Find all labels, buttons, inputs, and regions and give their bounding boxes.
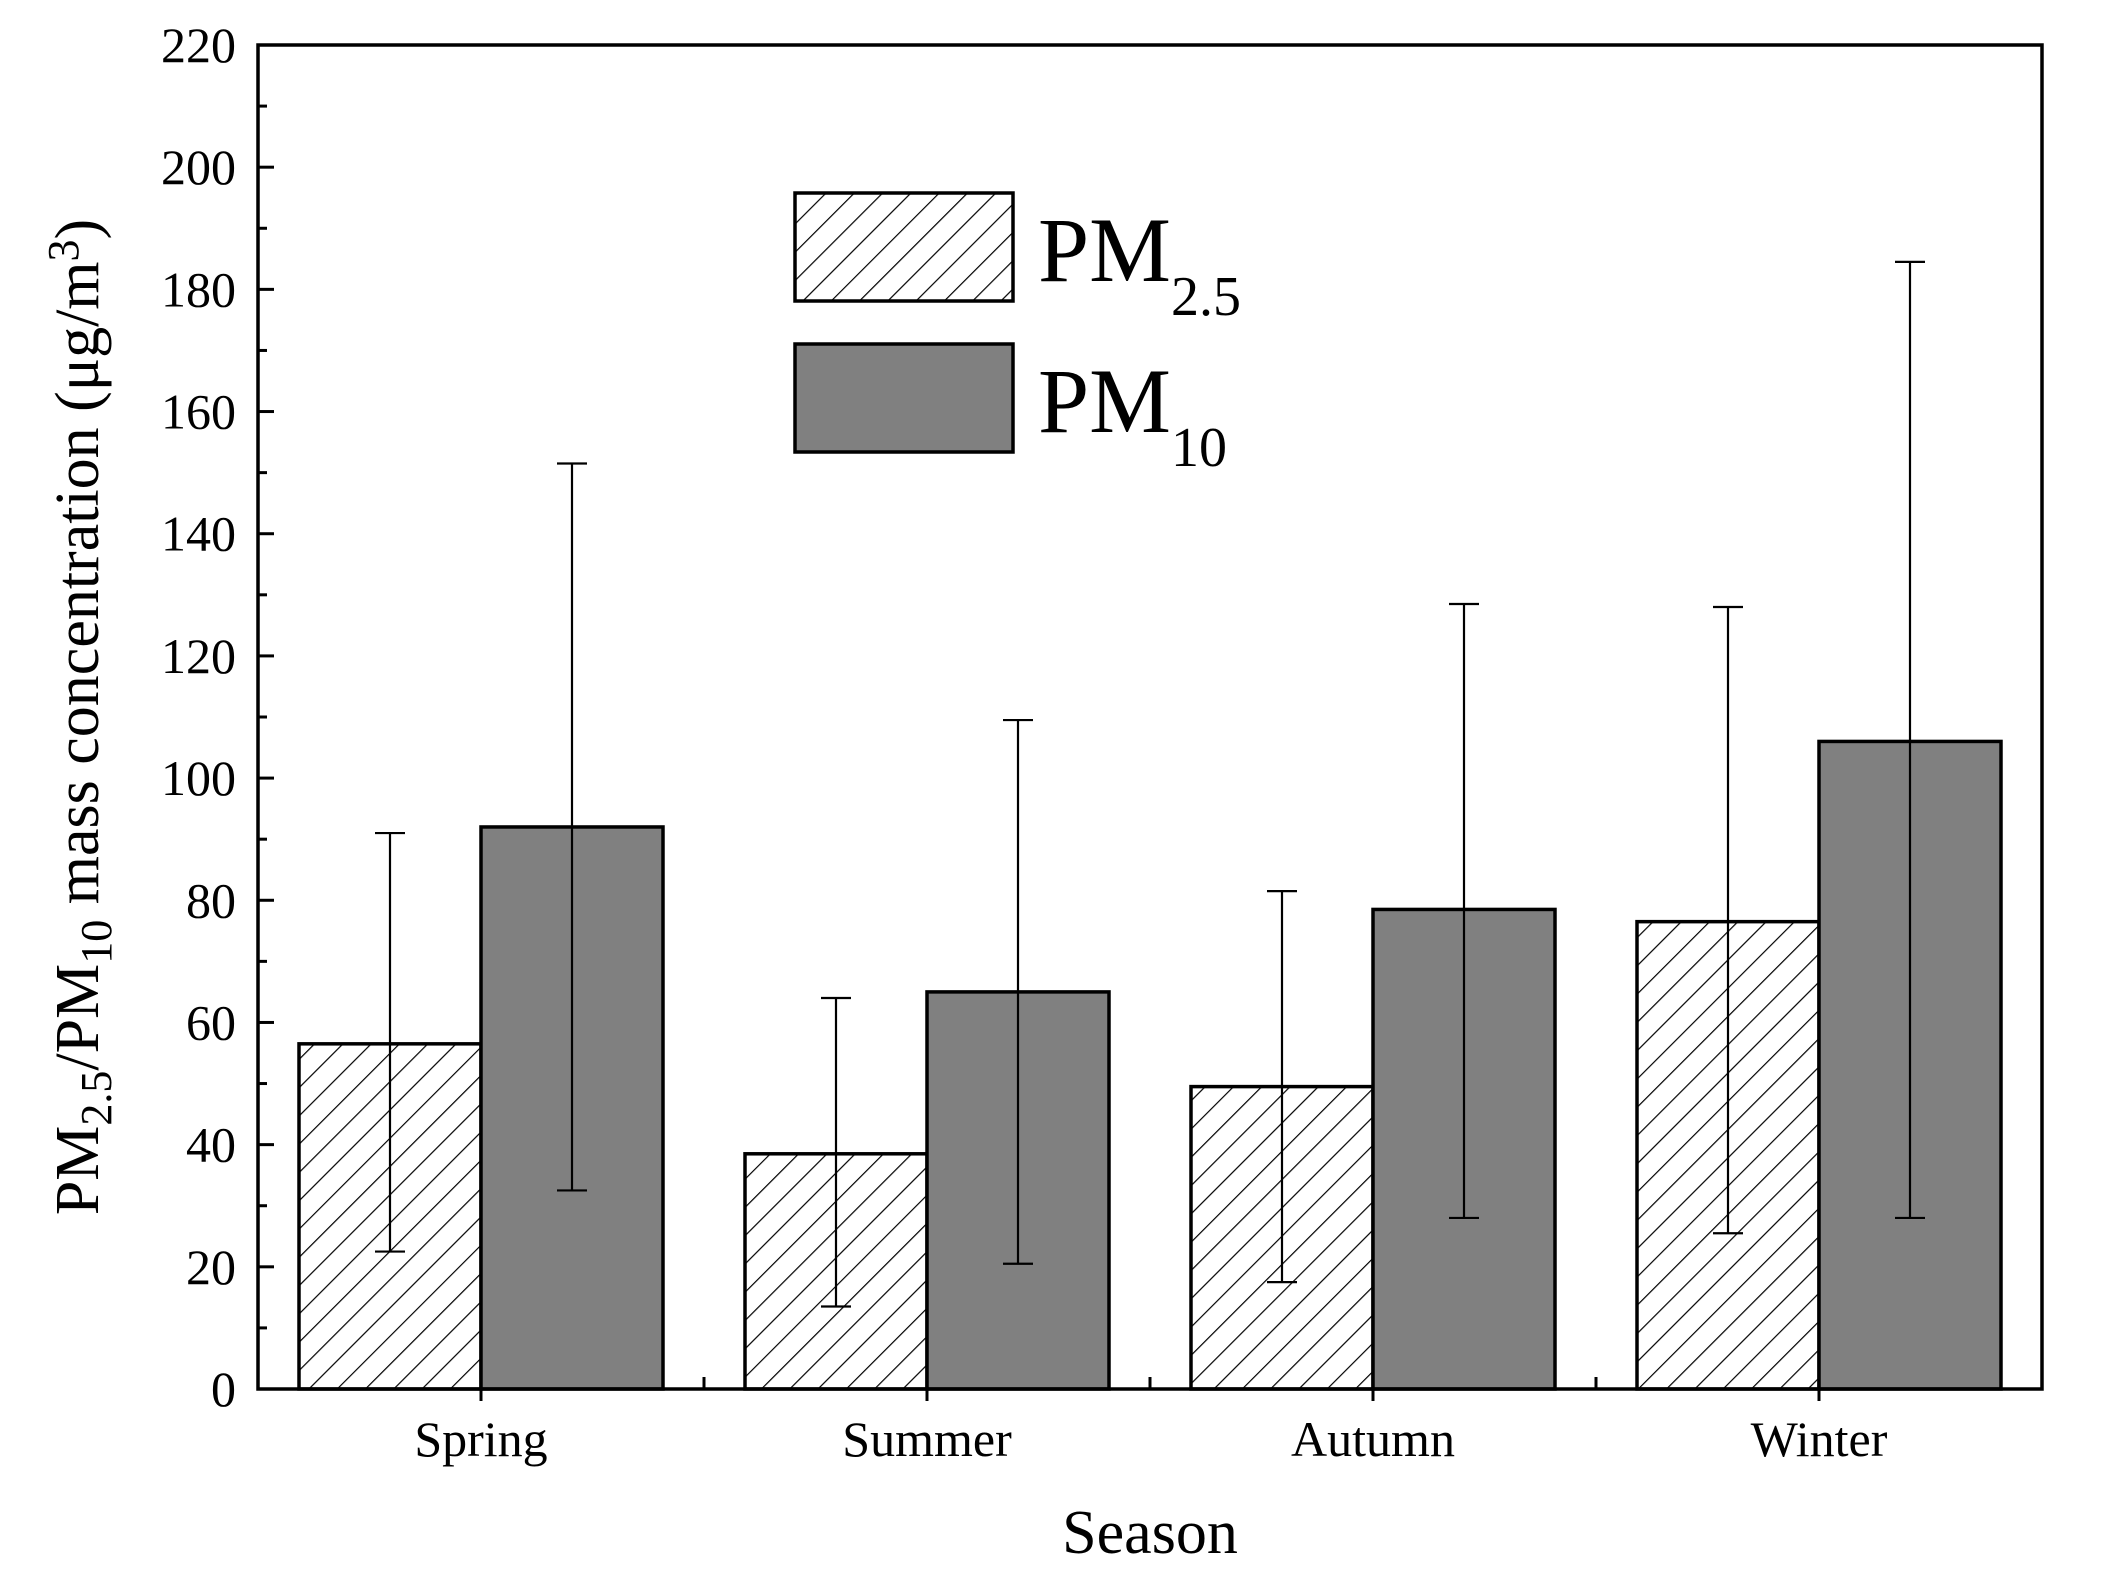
y-tick-label: 40 [186, 1117, 236, 1173]
x-tick-label: Spring [414, 1411, 547, 1467]
y-axis-title-part: 3 [39, 239, 88, 261]
legend-label-pm25: PM2.5 [1038, 199, 1241, 328]
y-tick-label: 120 [161, 628, 236, 684]
y-tick-label: 200 [161, 139, 236, 195]
x-axis-title: Season [1062, 1499, 1238, 1567]
legend-label-sub: 10 [1171, 417, 1227, 479]
y-tick-label: 100 [161, 750, 236, 806]
y-tick-label: 160 [161, 384, 236, 440]
y-axis-title-part: /PM [44, 964, 112, 1071]
y-tick-label: 0 [211, 1361, 236, 1417]
y-tick-label: 180 [161, 261, 236, 317]
y-axis-title-part: mass concentration (μg/m [44, 261, 112, 919]
x-tick-label: Summer [842, 1411, 1012, 1467]
y-axis-title-part: ) [44, 219, 112, 240]
y-tick-label: 140 [161, 506, 236, 562]
plot-area: 0 20 40 60 80 100 120 140 160 180 200 220 Spring Summ… [161, 17, 2044, 1467]
y-axis-title-part: 2.5 [72, 1071, 121, 1126]
y-tick-label: 60 [186, 994, 236, 1050]
x-tick-label: Autumn [1291, 1411, 1455, 1467]
legend-label-pm10: PM10 [1038, 350, 1227, 479]
y-axis-title: PM2.5/PM10 mass concentration (μg/m3) [39, 219, 121, 1215]
legend-swatch-pm25 [793, 191, 1015, 303]
legend-swatch-pm10 [793, 342, 1015, 454]
y-tick-label: 20 [186, 1239, 236, 1295]
x-tick-label: Winter [1751, 1411, 1888, 1467]
y-axis-title-part: 10 [72, 920, 121, 964]
legend-label-sub: 2.5 [1171, 266, 1241, 328]
legend-label-main: PM [1038, 199, 1171, 301]
y-tick-label: 220 [161, 17, 236, 73]
y-tick-label: 80 [186, 872, 236, 928]
legend-label-main: PM [1038, 350, 1171, 452]
y-axis-title-part: PM [44, 1126, 112, 1216]
